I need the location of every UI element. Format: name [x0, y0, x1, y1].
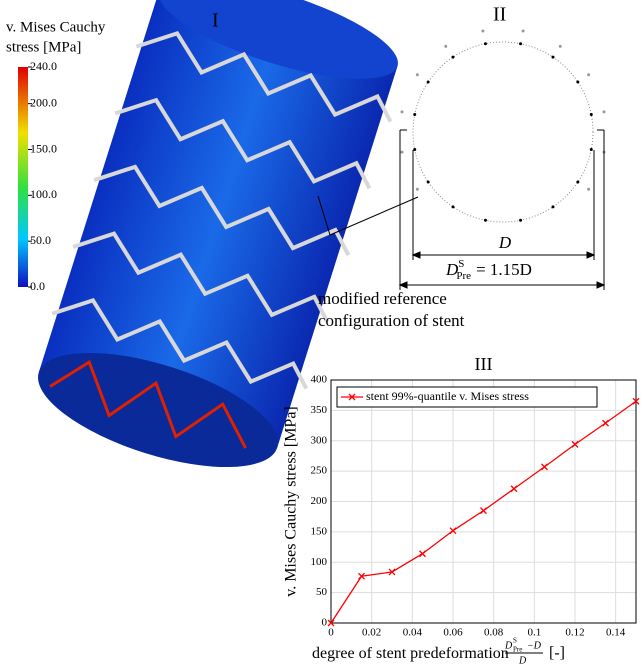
stent-node — [483, 42, 487, 46]
x-label-num: D — [504, 640, 513, 651]
x-tick-label: 0.12 — [565, 627, 584, 639]
stent-node — [413, 112, 417, 116]
annotation: configuration of stent — [318, 311, 465, 330]
sup: S — [458, 258, 464, 270]
sub: Pre — [456, 270, 471, 282]
panel-label: I — [212, 10, 219, 32]
y-tick-label: 0 — [322, 617, 328, 629]
x-tick-label: 0.14 — [606, 627, 626, 639]
tube-render — [38, 0, 398, 468]
marker — [510, 485, 518, 493]
y-tick-label: 400 — [311, 374, 328, 386]
x-label-sup: S — [513, 637, 517, 645]
stent-node — [589, 148, 593, 152]
marker — [419, 550, 426, 558]
stent-node — [551, 205, 555, 209]
symbol: D — [445, 260, 459, 279]
x-tick-label: 0.02 — [362, 627, 381, 639]
chart: 0 50 100 150 200 250 300 350 400 0 0.02 0.04 0.06 0.0… — [283, 354, 640, 666]
x-tick-label: 0 — [328, 627, 334, 639]
reference-node — [587, 73, 591, 77]
y-tick-label: 350 — [311, 404, 328, 416]
legend-box — [336, 386, 598, 408]
x-label-unit: [-] — [549, 645, 565, 662]
stent-node — [576, 180, 580, 184]
reference-node — [587, 187, 591, 191]
panel-label: II — [493, 4, 506, 26]
reference-node — [415, 73, 419, 77]
colorbar-tick-label: 200.0 — [30, 95, 57, 109]
y-tick-label: 50 — [316, 586, 328, 598]
plot-frame — [330, 379, 637, 624]
y-axis-label: v. Mises Cauchy stress [MPa] — [283, 406, 300, 597]
x-tick-label: 0.06 — [443, 627, 463, 639]
colorbar-title: stress [MPa] — [6, 39, 81, 55]
annotation: modified reference — [318, 289, 447, 308]
legend-label: stent 99%-quantile v. Mises stress — [366, 389, 529, 403]
legend-marker — [348, 393, 356, 401]
reference-node — [558, 44, 562, 48]
reference-node — [400, 150, 404, 154]
y-tick-label: 250 — [311, 465, 328, 477]
reference-node — [400, 110, 404, 114]
stent-node — [519, 218, 523, 222]
x-axis-label: degree of stent predeformation — [312, 645, 509, 662]
x-tick-label: 0.04 — [403, 627, 423, 639]
y-tick-label: 200 — [311, 495, 328, 507]
colorbar — [18, 67, 28, 287]
stent-node — [426, 80, 430, 84]
y-tick-label: 300 — [311, 434, 328, 446]
reference-node — [521, 29, 525, 33]
y-tick-label: 150 — [311, 525, 328, 537]
colorbar-tick-label: 100.0 — [30, 187, 57, 201]
colorbar-tick-label: 50.0 — [30, 233, 51, 247]
stent-node — [551, 55, 555, 59]
marker — [327, 619, 335, 627]
x-label-minus: −D — [527, 640, 542, 651]
x-tick-label: 0.08 — [484, 627, 504, 639]
marker — [480, 507, 487, 515]
marker — [358, 572, 365, 580]
reference-node — [481, 29, 485, 33]
marker — [541, 463, 548, 471]
colorbar-title: v. Mises Cauchy — [6, 19, 106, 35]
stent-circle — [412, 41, 594, 223]
x-tick-label: 0.1 — [527, 627, 541, 639]
marker — [571, 440, 579, 448]
reference-node — [444, 44, 448, 48]
stent-node — [451, 205, 455, 209]
stent-node — [519, 42, 523, 46]
reference-node — [415, 187, 419, 191]
stent-node — [451, 55, 455, 59]
dimension-lines — [317, 129, 606, 290]
marker — [602, 419, 609, 427]
colorbar-tick-label: 240.0 — [30, 59, 57, 73]
marker — [388, 568, 396, 576]
stent-node — [426, 180, 430, 184]
stent-node — [483, 218, 487, 222]
x-label-text: degree of stent predeformation — [312, 645, 509, 662]
x-label-sub: Pre — [513, 646, 522, 654]
reference-node — [602, 110, 606, 114]
stent-node — [413, 148, 417, 152]
colorbar-tick-label: 150.0 — [30, 141, 57, 155]
rest: = 1.15D — [476, 260, 532, 279]
x-label-den: D — [518, 655, 527, 666]
dimension-label: D — [498, 233, 512, 252]
stent-node — [589, 112, 593, 116]
colorbar-tick-label: 0.0 — [30, 279, 45, 293]
y-tick-label: 100 — [311, 556, 328, 568]
chart-title: III — [475, 354, 493, 374]
marker — [632, 397, 640, 405]
dimension-label: DS Pre = 1.15D — [445, 258, 532, 282]
stent-node — [576, 80, 580, 84]
marker — [449, 527, 457, 535]
